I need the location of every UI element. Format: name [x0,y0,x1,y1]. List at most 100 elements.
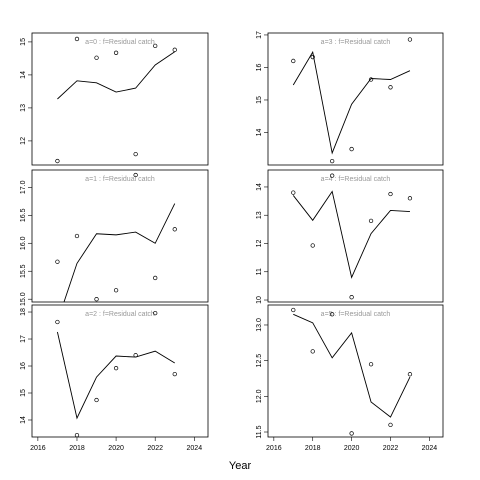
y-tick-label: 14 [20,71,27,79]
data-point [291,307,296,313]
panel-frame [267,32,444,166]
y-tick-label: 12.0 [256,389,263,403]
series-line [63,203,176,302]
series-line [293,313,411,418]
data-point [94,297,99,302]
y-tick-label: 15 [20,389,27,397]
data-point [172,227,177,232]
data-point [388,191,393,197]
data-point [330,158,335,164]
plot-area [55,36,177,164]
y-tick-label: 17.0 [20,180,27,194]
data-point [94,55,99,60]
data-point [74,233,80,239]
data-point [349,146,354,152]
data-point [291,190,296,195]
data-point [368,77,374,82]
x-tick-label: 2022 [147,445,163,452]
y-tick-label: 12.5 [256,354,263,368]
data-point [330,312,335,317]
series-line [292,50,411,155]
panel-title: a=0 : f=Residual catch [85,39,155,46]
y-tick-label: 14 [20,416,27,424]
data-point [153,43,158,49]
data-point [153,275,158,281]
data-point [172,47,177,52]
plot-area [291,307,413,436]
y-tick-label: 13 [20,104,27,112]
x-tick-label: 2018 [305,445,321,452]
data-point [388,422,393,428]
panel-title: a=2 : f=Residual catch [85,311,155,318]
panel-frame [31,304,209,438]
y-tick-label: 17 [256,31,263,39]
data-point [310,243,315,248]
data-point [153,310,158,316]
plot-area [291,173,413,300]
y-tick-label: 16 [256,63,263,71]
x-tick-label: 2022 [383,445,399,452]
y-tick-label: 18 [20,308,27,316]
series-line [57,51,176,100]
y-tick-label: 11 [256,268,263,275]
data-point [291,58,296,64]
y-tick-label: 16.5 [20,208,27,222]
y-tick-label: 13.0 [256,318,263,332]
data-point [55,158,60,164]
y-tick-label: 15 [20,38,27,46]
data-point [172,371,177,377]
data-point [407,372,413,377]
plot-area [55,172,177,302]
data-point [133,151,138,157]
data-point [349,295,354,300]
y-tick-label: 12 [256,239,263,247]
data-point [94,397,99,403]
data-point [113,366,119,371]
panel-frame [31,169,209,303]
y-tick-label: 15.5 [20,264,27,278]
data-point [113,50,119,55]
data-point [330,173,335,178]
data-point [74,432,80,437]
y-tick-label: 10 [256,296,263,304]
data-point [388,85,393,90]
data-point [74,36,80,42]
data-point [113,288,119,293]
x-tick-label: 2020 [108,445,124,452]
panel-frame [267,304,444,438]
y-tick-label: 16 [20,362,27,370]
series-line [292,190,410,279]
y-tick-label: 16.0 [20,236,27,250]
x-axis-label: Year [229,460,252,472]
y-tick-label: 13 [256,211,263,219]
panel-frame [31,32,209,166]
y-tick-label: 15.0 [20,292,27,306]
panel-title: a=3 : f=Residual catch [321,39,391,46]
x-tick-label: 2016 [266,445,282,452]
x-tick-label: 2020 [344,445,360,452]
data-point [368,362,374,367]
y-tick-label: 12 [20,137,27,145]
data-point [55,319,60,325]
y-tick-label: 14 [256,128,263,136]
data-point [133,172,138,178]
data-point [349,431,354,436]
data-point [310,349,315,354]
y-tick-label: 14 [256,183,263,191]
y-tick-label: 15 [256,96,263,104]
x-tick-label: 2016 [30,445,46,452]
panel-title: a=4 : f=Residual catch [321,176,391,183]
data-point [407,196,413,201]
panel-frame [267,169,444,303]
y-tick-label: 17 [20,335,27,343]
x-tick-label: 2024 [422,445,438,452]
panel-title: a=1 : f=Residual catch [85,176,155,183]
plot-area [291,37,413,164]
y-tick-label: 11.5 [256,425,263,438]
plot-area [55,310,177,437]
data-point [133,353,138,358]
data-point [407,37,413,42]
data-point [310,54,315,60]
data-point [368,218,374,224]
